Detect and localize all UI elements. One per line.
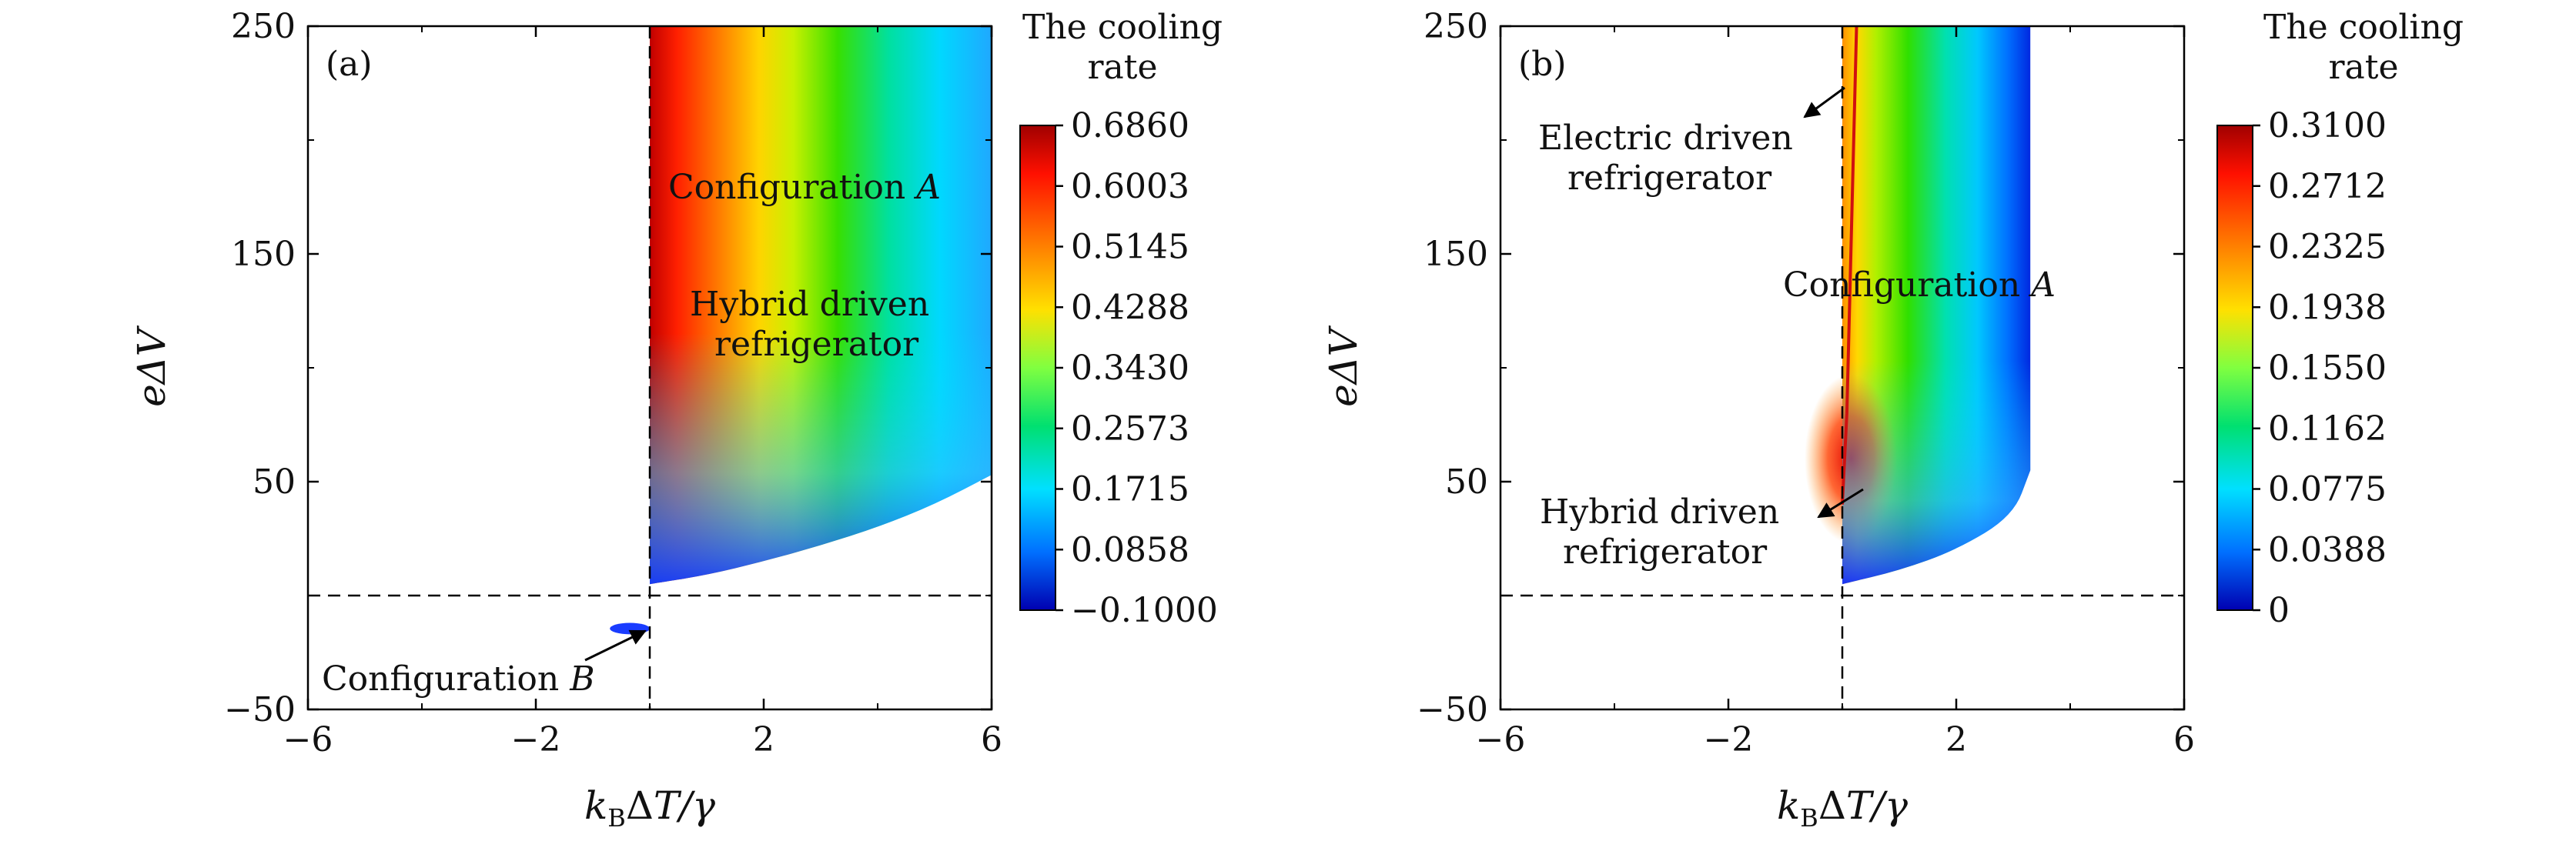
panel-a: −6 −2 2 6 250 150 50 −50 (a) Configuration A Hy… [129, 7, 1223, 833]
colorbar-title-a-line1: The cooling [1022, 8, 1223, 47]
y-tick-label: −50 [224, 690, 296, 729]
x-tick-label: 2 [753, 720, 774, 759]
tick-labels-a: −6 −2 2 6 250 150 50 −50 [224, 7, 1002, 759]
y-tick-label: −50 [1417, 690, 1488, 729]
colorbar-title-b-line2: rate [2329, 48, 2399, 87]
tick-labels-b: −6 −2 2 6 250 150 50 −50 [1417, 7, 2195, 759]
colorbar-tick-label: 0.5145 [1071, 228, 1189, 267]
panel-b: −6 −2 2 6 250 150 50 −50 (b) Electric driven re… [1321, 7, 2464, 833]
arrow-electric-b [1803, 86, 1845, 118]
colorbar-tick-label: 0.0775 [2268, 470, 2387, 509]
colorbar-title-a-line2: rate [1088, 48, 1158, 87]
heatmap-a [610, 26, 992, 635]
annotation-configuration-a-b: Configuration A [1783, 265, 2056, 305]
colorbar-tick-label: 0.1938 [2268, 288, 2387, 327]
x-tick-label: −2 [511, 720, 561, 759]
annotation-electric-line2-b: refrigerator [1567, 159, 1772, 198]
x-tick-label: 6 [981, 720, 1002, 759]
colorbar-tick-label: 0.4288 [1071, 288, 1189, 327]
annotation-configuration-b: Configuration B [322, 659, 595, 699]
arrow-hybrid-b [1817, 488, 1864, 519]
colorbar-tick-label: 0.0858 [1071, 530, 1189, 569]
xlabel-a: kBΔT/γ [584, 783, 715, 833]
colorbar-a [1019, 125, 1056, 611]
tick-marks-a [306, 25, 993, 711]
colorbar-tick-label: −0.1000 [1071, 591, 1218, 630]
heatmap-b [1805, 26, 2031, 585]
colorbar-tick-label: 0.6860 [1071, 106, 1189, 145]
colorbar-tick-label: 0.2325 [2268, 228, 2387, 267]
x-tick-label: −6 [1476, 720, 1526, 759]
x-tick-label: 6 [2173, 720, 2195, 759]
panel-tag-a: (a) [326, 45, 373, 84]
x-tick-label: 2 [1945, 720, 1967, 759]
y-tick-label: 150 [231, 235, 296, 274]
xlabel-b: kBΔT/γ [1777, 783, 1908, 833]
ylabel-a: eΔV [129, 325, 174, 407]
colorbar-tick-label: 0.1550 [2268, 349, 2387, 388]
colorbar-tick-label: 0 [2268, 591, 2290, 630]
colorbar-tick-label: 0.2712 [2268, 167, 2387, 206]
colorbar-tick-label: 0.2573 [1071, 409, 1189, 449]
colorbar-tick-label: 0.1162 [2268, 409, 2387, 449]
annotation-electric-line1-b: Electric driven [1538, 118, 1793, 158]
annotation-hybrid-line2-b: refrigerator [1563, 532, 1768, 572]
colorbar-tick-label: 0.1715 [1071, 470, 1189, 509]
y-tick-label: 50 [1445, 462, 1488, 502]
y-tick-label: 50 [253, 462, 296, 502]
y-tick-label: 150 [1423, 235, 1488, 274]
configuration-a-edge-shading [650, 26, 992, 585]
y-tick-label: 250 [231, 7, 296, 46]
colorbar-ticks-b: 0.3100 0.2712 0.2325 0.1938 0.1550 0.1162 0.07… [2253, 106, 2387, 630]
colorbar-title-b-line1: The cooling [2263, 8, 2464, 47]
annotation-hybrid-line1-a: Hybrid driven [690, 285, 929, 324]
colorbar-tick-label: 0.6003 [1071, 167, 1189, 206]
colorbar-tick-label: 0.3430 [1071, 349, 1189, 388]
annotation-hybrid-line1-b: Hybrid driven [1540, 492, 1779, 532]
x-tick-label: −6 [283, 720, 333, 759]
annotation-hybrid-line2-a: refrigerator [714, 325, 919, 364]
configuration-a-edge-shading-b [1842, 26, 2031, 585]
colorbar-ticks-a: 0.6860 0.6003 0.5145 0.4288 0.3430 0.2573 0.17… [1055, 106, 1218, 630]
colorbar-tick-label: 0.0388 [2268, 530, 2387, 569]
boundary-curve-b [1841, 26, 1858, 505]
panel-tag-b: (b) [1518, 45, 1567, 84]
x-tick-label: −2 [1704, 720, 1754, 759]
y-tick-label: 250 [1423, 7, 1488, 46]
annotation-configuration-a: Configuration A [668, 168, 941, 207]
colorbar-tick-label: 0.3100 [2268, 106, 2387, 145]
arrow-configuration-b [584, 629, 647, 662]
tick-marks-b [1499, 25, 2186, 711]
colorbar-b [2216, 125, 2253, 611]
ylabel-b: eΔV [1321, 325, 1366, 407]
